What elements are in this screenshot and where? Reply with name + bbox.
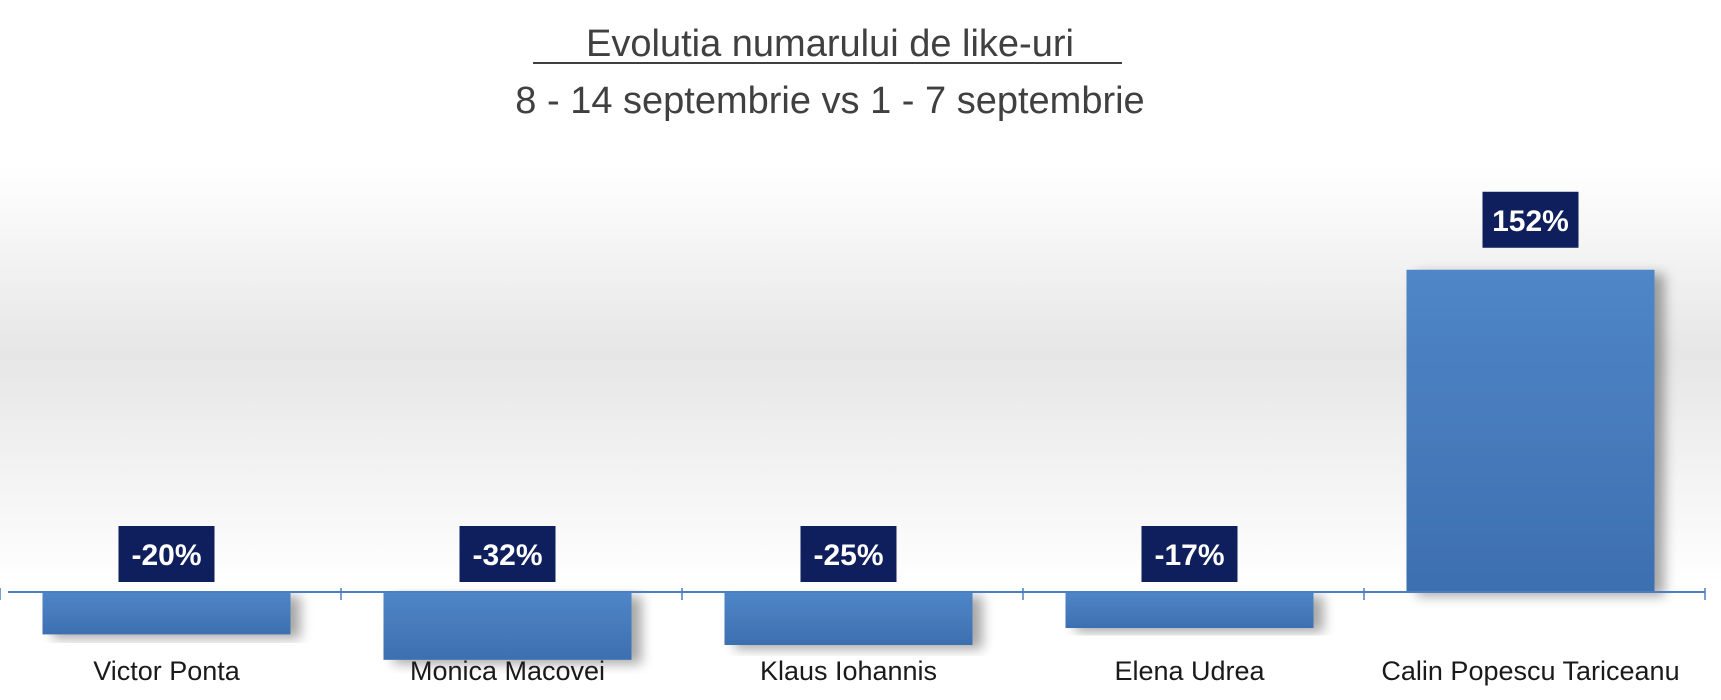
data-label-2: -25% [800, 526, 897, 582]
data-labels-layer: -20% -32% -25% -17% 152% [118, 191, 1579, 582]
data-label-box [118, 526, 215, 582]
data-label-text: -20% [131, 539, 201, 572]
category-label-0: Victor Ponta [93, 656, 241, 686]
data-label-text: -17% [1154, 539, 1224, 572]
bar-4 [1406, 269, 1655, 592]
category-label-2: Klaus Iohannis [760, 656, 937, 686]
data-label-text: -25% [813, 539, 883, 572]
data-label-box [1141, 526, 1238, 582]
bar-3 [1065, 592, 1314, 629]
bar-1 [383, 592, 632, 660]
data-label-1: -32% [459, 526, 556, 582]
category-label-1: Monica Macovei [410, 656, 605, 686]
bar-0 [42, 592, 291, 635]
data-label-text: 152% [1492, 205, 1569, 238]
bar-2 [724, 592, 973, 645]
data-label-text: -32% [472, 539, 542, 572]
data-label-box [800, 526, 897, 582]
category-label-3: Elena Udrea [1114, 656, 1265, 686]
data-label-box [1482, 191, 1579, 248]
x-axis [0, 588, 1706, 600]
category-labels-layer: Victor Ponta Monica Macovei Klaus Iohannis… [93, 656, 1679, 686]
data-label-box [459, 526, 556, 582]
bars-layer [42, 269, 1655, 660]
chart-title: Evolutia numarului de like-uri [586, 23, 1074, 65]
data-label-0: -20% [118, 526, 215, 582]
data-label-4: 152% [1482, 191, 1579, 248]
data-label-3: -17% [1141, 526, 1238, 582]
chart-subtitle: 8 - 14 septembrie vs 1 - 7 septembrie [515, 80, 1144, 122]
category-label-4: Calin Popescu Tariceanu [1381, 656, 1679, 686]
